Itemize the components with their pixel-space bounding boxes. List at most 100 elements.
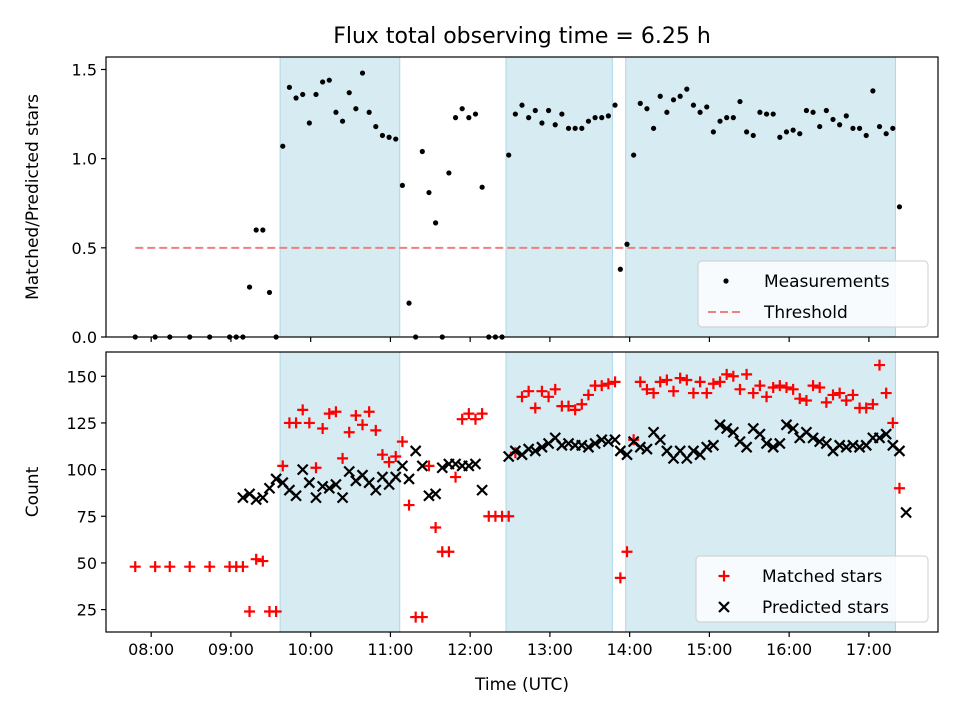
matched-point — [363, 406, 375, 418]
predicted-point — [840, 441, 853, 453]
matched-point — [767, 381, 779, 393]
measurement-point — [452, 115, 459, 121]
matched-point — [681, 374, 693, 386]
measurement-point — [803, 107, 810, 114]
measurement-point — [817, 123, 823, 130]
measurement-point — [406, 300, 412, 306]
matched-point — [423, 460, 435, 472]
predicted-point — [237, 491, 249, 504]
predicted-point — [476, 484, 488, 496]
measurement-point — [545, 107, 552, 114]
matched-point — [456, 413, 468, 425]
measurement-point — [433, 220, 439, 226]
predicted-point — [436, 461, 449, 474]
observing-band — [505, 351, 613, 633]
matched-point — [721, 368, 733, 380]
measurement-point — [690, 102, 697, 108]
matched-point — [774, 380, 786, 392]
y-tick-label: 0.0 — [72, 328, 97, 347]
measurement-point — [366, 109, 372, 115]
predicted-point — [602, 435, 615, 448]
matched-point — [834, 387, 846, 399]
measurement-point — [339, 118, 346, 124]
matched-point — [893, 482, 905, 494]
ratio-panel: 0.0 0.5 1.0 1.5 Matched/Predicted stars Measu… — [23, 56, 939, 347]
matched-point — [714, 376, 726, 388]
y-axis-label: Matched/Predicted stars — [23, 94, 43, 300]
legend-box — [697, 260, 929, 328]
matched-point — [867, 398, 879, 410]
measurement-point — [286, 84, 293, 90]
predicted-point — [403, 473, 415, 485]
measurement-point — [664, 109, 670, 115]
matched-point — [780, 381, 792, 393]
measurement-point — [426, 189, 432, 196]
measurement-point — [876, 123, 883, 130]
matched-point — [357, 419, 369, 431]
predicted-point — [634, 441, 647, 453]
matched-point — [204, 561, 216, 573]
measurement-point — [386, 134, 392, 140]
predicted-point — [370, 484, 382, 496]
predicted-point — [873, 432, 886, 444]
predicted-point — [449, 458, 462, 470]
y-tick-label: 1.0 — [72, 150, 97, 169]
matched-point — [609, 376, 621, 388]
predicted-point — [807, 432, 819, 444]
measurement-point — [320, 79, 326, 85]
measurement-point — [246, 284, 253, 290]
observing-band — [505, 56, 613, 338]
measurement-point — [472, 111, 479, 117]
measurement-point — [730, 115, 736, 121]
predicted-point — [250, 493, 262, 506]
matched-point — [390, 451, 402, 463]
predicted-point — [787, 422, 799, 435]
measurement-point — [506, 152, 512, 158]
predicted-point — [595, 433, 608, 446]
matched-point — [463, 408, 475, 420]
measurement-point — [823, 107, 829, 114]
measurement-point — [770, 111, 776, 117]
count-panel: 08:00 09:00 10:00 11:00 12:00 13:00 14:00 15:00… — [23, 351, 939, 659]
predicted-point — [556, 439, 568, 452]
matched-point — [582, 389, 594, 401]
matched-point — [687, 387, 699, 399]
legend-box — [695, 555, 929, 623]
legend-marker — [718, 570, 730, 582]
measurement-point — [559, 111, 565, 117]
predicted-point — [833, 439, 846, 452]
matched-point — [290, 417, 302, 429]
measurement-point — [612, 102, 618, 108]
measurement-point — [359, 70, 366, 76]
matched-point — [469, 413, 481, 425]
matched-point — [337, 452, 349, 464]
y-tick-label: 50 — [77, 554, 97, 573]
matched-point — [523, 385, 535, 397]
measurement-point — [810, 109, 816, 115]
x-tick-label: 12:00 — [447, 640, 493, 659]
legend-marker — [718, 601, 730, 613]
measurement-point — [750, 132, 756, 139]
predicted-point — [621, 448, 633, 461]
measurement-point — [446, 170, 452, 176]
matched-point — [250, 553, 262, 565]
predicted-point — [343, 465, 355, 478]
measurement-point — [326, 77, 332, 83]
measurement-point — [684, 86, 690, 92]
measurement-point — [592, 115, 598, 121]
matched-point — [350, 409, 362, 421]
predicted-point — [529, 445, 542, 457]
predicted-point — [290, 489, 302, 502]
matched-point — [807, 380, 819, 392]
legend-label: Measurements — [764, 272, 890, 292]
matched-point — [794, 393, 806, 405]
matched-point — [827, 389, 839, 401]
measurement-point — [479, 184, 485, 190]
matched-point — [860, 402, 872, 414]
matched-point — [543, 391, 555, 403]
y-tick-label: 0.5 — [72, 239, 97, 258]
matched-point — [376, 449, 388, 461]
measurement-point — [883, 131, 889, 137]
measurement-point — [717, 118, 723, 124]
